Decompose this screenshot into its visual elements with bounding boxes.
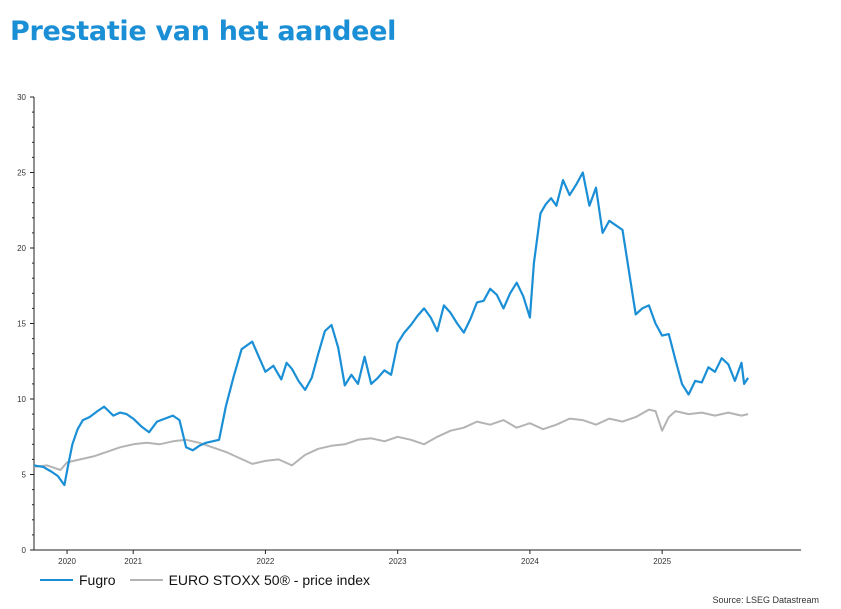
x-axis-ticks: 2020 2021 2022 2023 2024 2025 xyxy=(58,550,672,566)
x-tick-label: 2020 xyxy=(58,557,76,566)
page-title: Prestatie van het aandeel xyxy=(10,16,397,47)
chart-legend: Fugro EURO STOXX 50® - price index xyxy=(40,572,384,588)
source-note: Source: LSEG Datastream xyxy=(712,595,819,605)
legend-item-eurostoxx: EURO STOXX 50® - price index xyxy=(129,572,371,588)
y-tick-label: 10 xyxy=(17,395,26,404)
series-lines xyxy=(33,171,750,487)
legend-label-eurostoxx: EURO STOXX 50® - price index xyxy=(168,572,371,588)
series-line-fugro xyxy=(33,171,750,487)
legend-swatch-eurostoxx xyxy=(129,579,163,581)
y-tick-label: 25 xyxy=(17,169,26,178)
legend-item-fugro: Fugro xyxy=(40,572,116,588)
y-axis-ticks: 0 5 10 15 20 25 30 xyxy=(17,93,34,555)
y-tick-label: 0 xyxy=(22,546,27,555)
y-tick-label: 30 xyxy=(17,93,26,102)
x-tick-label: 2025 xyxy=(653,557,671,566)
x-tick-label: 2024 xyxy=(521,557,539,566)
y-tick-label: 5 xyxy=(22,471,27,480)
series-line-eurostoxx xyxy=(33,408,749,471)
x-tick-label: 2022 xyxy=(257,557,275,566)
x-tick-label: 2021 xyxy=(124,557,142,566)
x-tick-label: 2023 xyxy=(389,557,407,566)
y-tick-label: 20 xyxy=(17,244,26,253)
y-tick-label: 15 xyxy=(17,320,26,329)
legend-label-fugro: Fugro xyxy=(79,572,116,588)
legend-swatch-fugro xyxy=(40,579,73,581)
